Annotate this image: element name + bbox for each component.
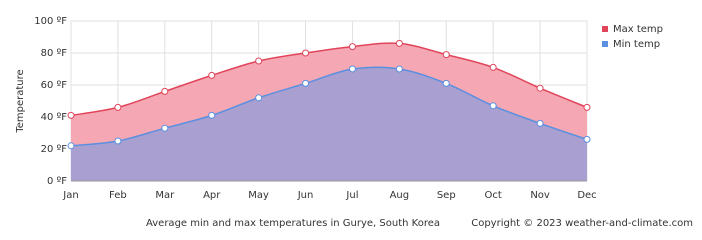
point <box>536 119 544 127</box>
point <box>395 39 403 47</box>
x-tick-label: Sep <box>437 190 456 201</box>
point <box>161 87 169 95</box>
x-tick-label: Oct <box>485 190 502 201</box>
legend-label: Max temp <box>613 24 663 35</box>
point <box>67 142 75 150</box>
x-tick-label: Jun <box>297 190 314 201</box>
point <box>208 71 216 79</box>
point <box>114 103 122 111</box>
y-tick-label: 100 ºF <box>34 16 67 27</box>
line <box>70 42 588 117</box>
point <box>442 51 450 59</box>
point <box>348 43 356 51</box>
point <box>208 111 216 119</box>
point <box>442 79 450 87</box>
point <box>161 124 169 132</box>
point <box>302 79 310 87</box>
point <box>255 94 263 102</box>
point <box>583 103 591 111</box>
line <box>70 66 588 147</box>
point <box>302 49 310 57</box>
point <box>255 57 263 65</box>
point <box>583 135 591 143</box>
y-tick-label: 0 ºF <box>47 176 67 187</box>
x-tick-label: Aug <box>390 190 410 201</box>
x-tick-label: Nov <box>530 190 550 201</box>
point <box>67 111 75 119</box>
x-tick-label: May <box>248 190 269 201</box>
x-tick-label: Dec <box>577 190 596 201</box>
legend-swatch <box>602 41 608 47</box>
area <box>71 67 587 181</box>
y-tick-label: 60 ºF <box>41 80 68 91</box>
chart: Temperature Average min and max temperat… <box>15 16 693 229</box>
x-tick-label: Jul <box>345 190 358 201</box>
y-axis-label: Temperature <box>15 69 26 133</box>
point <box>536 84 544 92</box>
point <box>489 102 497 110</box>
x-tick-label: Feb <box>109 190 127 201</box>
x-tick-label: Mar <box>155 190 175 201</box>
legend-label: Min temp <box>613 39 660 50</box>
y-tick-label: 40 ºF <box>41 112 68 123</box>
point <box>348 65 356 73</box>
point <box>114 137 122 145</box>
x-tick-label: Jan <box>62 190 78 201</box>
point <box>489 63 497 71</box>
point <box>395 65 403 73</box>
x-tick-label: Apr <box>203 190 221 201</box>
y-tick-label: 20 ºF <box>41 144 68 155</box>
caption: Average min and max temperatures in Gury… <box>146 218 440 229</box>
legend-swatch <box>602 26 608 32</box>
copyright: Copyright © 2023 weather-and-climate.com <box>471 218 693 229</box>
y-tick-label: 80 ºF <box>41 48 68 59</box>
